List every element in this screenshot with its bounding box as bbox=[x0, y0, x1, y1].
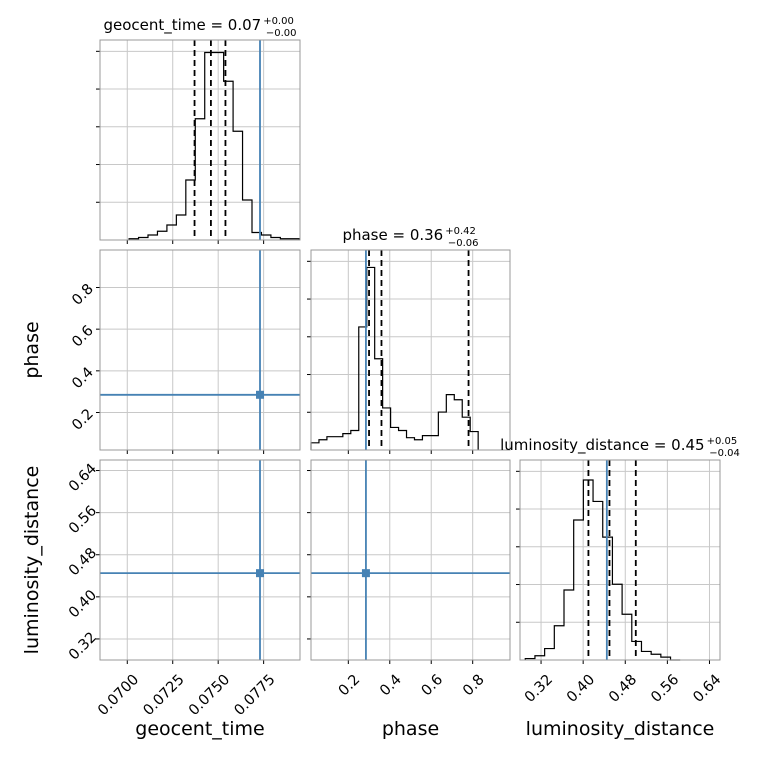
title-luminosity_distance: luminosity_distance = 0.45 +0.05 −0.04 bbox=[500, 436, 740, 459]
truth-marker bbox=[256, 390, 264, 399]
panel-background bbox=[311, 460, 510, 660]
panel-background bbox=[100, 460, 300, 660]
x-tick-label: 0.40 bbox=[564, 672, 598, 706]
x-tick-label: 0.0700 bbox=[95, 672, 142, 719]
sample-point bbox=[513, 558, 515, 560]
panel-background bbox=[100, 40, 300, 240]
x-tick-label: 0.6 bbox=[419, 672, 447, 700]
title-phase: phase = 0.36 +0.42 −0.06 bbox=[342, 226, 478, 249]
title-main: geocent_time = 0.07 bbox=[104, 16, 262, 35]
sample-point bbox=[515, 572, 517, 574]
x-tick-label: 0.8 bbox=[460, 672, 488, 700]
panel-frame bbox=[310, 249, 511, 451]
histogram-phase bbox=[310, 266, 479, 450]
x-tick-label: 0.0725 bbox=[141, 672, 188, 719]
x-tick-label: 0.4 bbox=[377, 672, 405, 700]
panel-frame bbox=[310, 459, 511, 661]
panel-frame bbox=[519, 459, 721, 661]
x-tick-label: 0.2 bbox=[336, 672, 364, 700]
sample-point bbox=[513, 509, 515, 511]
sample-point bbox=[517, 570, 519, 572]
panel-background bbox=[520, 460, 720, 660]
panel-background bbox=[311, 250, 510, 450]
title-upper: +0.42 bbox=[445, 226, 476, 237]
panel-background bbox=[100, 250, 300, 450]
truth-marker bbox=[361, 569, 370, 578]
sample-point bbox=[512, 557, 514, 559]
title-main: phase = 0.36 bbox=[342, 226, 443, 244]
title-geocent_time: geocent_time = 0.07 +0.00 −0.00 bbox=[104, 16, 297, 39]
title-lower: −0.00 bbox=[266, 28, 297, 39]
truth-marker bbox=[256, 569, 264, 578]
x-tick-label: 0.0775 bbox=[231, 672, 278, 719]
sample-point bbox=[512, 569, 514, 571]
title-main: luminosity_distance = 0.45 bbox=[500, 436, 704, 455]
title-lower: −0.06 bbox=[448, 238, 479, 249]
histogram-geocent_time bbox=[128, 51, 300, 240]
axes-layer: geocent_time = 0.07 +0.00 −0.00 phase = 0.3… bbox=[21, 16, 740, 740]
panel-frame bbox=[99, 39, 301, 241]
title-upper: +0.00 bbox=[263, 16, 294, 27]
x-tick-label: 0.32 bbox=[522, 672, 556, 706]
panel-frame bbox=[99, 459, 301, 661]
x-tick-label: 0.0750 bbox=[186, 672, 233, 719]
panel-frame bbox=[99, 249, 301, 451]
histogram-luminosity_distance bbox=[524, 479, 681, 661]
title-lower: −0.04 bbox=[709, 448, 740, 459]
title-upper: +0.05 bbox=[707, 436, 738, 447]
